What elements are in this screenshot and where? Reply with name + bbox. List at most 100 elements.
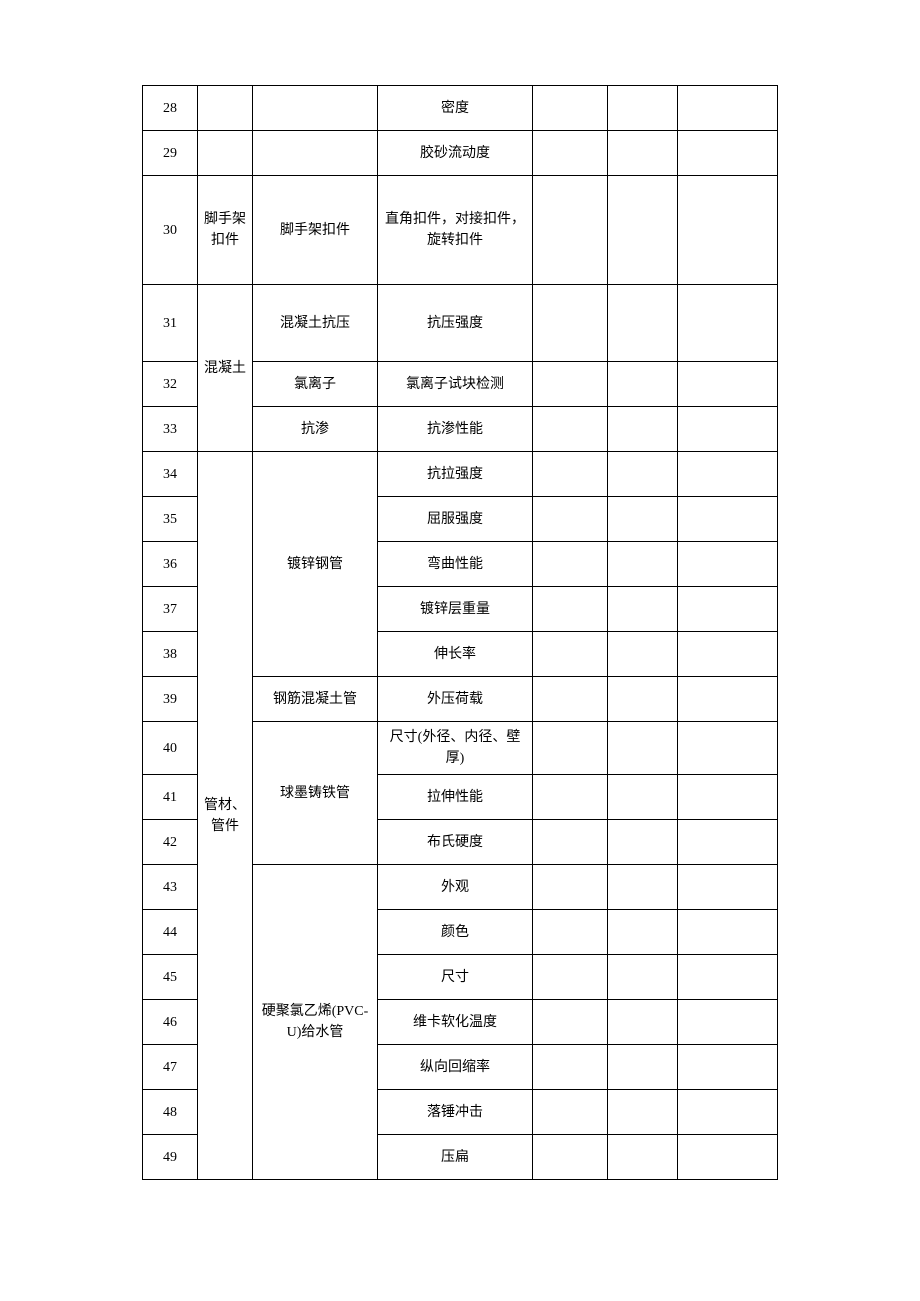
empty-cell — [608, 497, 678, 542]
parameter-cell: 布氏硬度 — [378, 820, 533, 865]
empty-cell — [533, 910, 608, 955]
row-index: 40 — [143, 722, 198, 775]
empty-cell — [608, 955, 678, 1000]
empty-cell — [678, 955, 778, 1000]
subcategory-cell: 球墨铸铁管 — [253, 722, 378, 865]
category-cell: 脚手架扣件 — [198, 176, 253, 285]
subcategory-cell — [253, 131, 378, 176]
empty-cell — [533, 632, 608, 677]
empty-cell — [533, 677, 608, 722]
row-index: 37 — [143, 587, 198, 632]
table-row: 29 胶砂流动度 — [143, 131, 778, 176]
empty-cell — [678, 865, 778, 910]
empty-cell — [608, 131, 678, 176]
empty-cell — [608, 1045, 678, 1090]
table-row: 31混凝土混凝土抗压抗压强度 — [143, 285, 778, 362]
parameter-cell: 压扁 — [378, 1135, 533, 1180]
empty-cell — [533, 587, 608, 632]
table-row: 30脚手架扣件脚手架扣件直角扣件，对接扣件，旋转扣件 — [143, 176, 778, 285]
empty-cell — [678, 407, 778, 452]
row-index: 47 — [143, 1045, 198, 1090]
empty-cell — [608, 407, 678, 452]
empty-cell — [533, 176, 608, 285]
row-index: 28 — [143, 86, 198, 131]
empty-cell — [678, 542, 778, 587]
empty-cell — [533, 407, 608, 452]
empty-cell — [533, 542, 608, 587]
row-index: 43 — [143, 865, 198, 910]
category-cell: 混凝土 — [198, 285, 253, 452]
row-index: 36 — [143, 542, 198, 587]
empty-cell — [533, 775, 608, 820]
parameter-cell: 弯曲性能 — [378, 542, 533, 587]
category-cell: 管材、管件 — [198, 452, 253, 1180]
empty-cell — [533, 1000, 608, 1045]
subcategory-cell: 抗渗 — [253, 407, 378, 452]
row-index: 30 — [143, 176, 198, 285]
empty-cell — [678, 1045, 778, 1090]
empty-cell — [533, 131, 608, 176]
empty-cell — [678, 176, 778, 285]
subcategory-cell: 脚手架扣件 — [253, 176, 378, 285]
empty-cell — [608, 910, 678, 955]
subcategory-cell: 镀锌钢管 — [253, 452, 378, 677]
parameter-cell: 颜色 — [378, 910, 533, 955]
empty-cell — [533, 1135, 608, 1180]
table-row: 34管材、管件镀锌钢管抗拉强度 — [143, 452, 778, 497]
empty-cell — [533, 362, 608, 407]
empty-cell — [608, 677, 678, 722]
parameter-cell: 胶砂流动度 — [378, 131, 533, 176]
row-index: 32 — [143, 362, 198, 407]
empty-cell — [533, 285, 608, 362]
empty-cell — [678, 632, 778, 677]
empty-cell — [608, 1090, 678, 1135]
parameter-cell: 外压荷载 — [378, 677, 533, 722]
category-cell — [198, 131, 253, 176]
empty-cell — [533, 1090, 608, 1135]
row-index: 42 — [143, 820, 198, 865]
parameter-cell: 密度 — [378, 86, 533, 131]
table-row: 28 密度 — [143, 86, 778, 131]
subcategory-cell — [253, 86, 378, 131]
empty-cell — [533, 865, 608, 910]
subcategory-cell: 硬聚氯乙烯(PVC-U)给水管 — [253, 865, 378, 1180]
empty-cell — [533, 497, 608, 542]
empty-cell — [608, 285, 678, 362]
empty-cell — [608, 176, 678, 285]
row-index: 41 — [143, 775, 198, 820]
empty-cell — [678, 910, 778, 955]
parameter-cell: 外观 — [378, 865, 533, 910]
empty-cell — [608, 1000, 678, 1045]
parameter-cell: 直角扣件，对接扣件，旋转扣件 — [378, 176, 533, 285]
empty-cell — [533, 452, 608, 497]
row-index: 38 — [143, 632, 198, 677]
empty-cell — [678, 722, 778, 775]
category-cell — [198, 86, 253, 131]
empty-cell — [533, 820, 608, 865]
parameter-cell: 维卡软化温度 — [378, 1000, 533, 1045]
empty-cell — [678, 775, 778, 820]
empty-cell — [608, 362, 678, 407]
row-index: 35 — [143, 497, 198, 542]
parameter-cell: 落锤冲击 — [378, 1090, 533, 1135]
row-index: 45 — [143, 955, 198, 1000]
empty-cell — [533, 722, 608, 775]
row-index: 31 — [143, 285, 198, 362]
empty-cell — [608, 587, 678, 632]
row-index: 48 — [143, 1090, 198, 1135]
empty-cell — [678, 131, 778, 176]
parameter-cell: 尺寸(外径、内径、壁厚) — [378, 722, 533, 775]
empty-cell — [608, 632, 678, 677]
empty-cell — [608, 775, 678, 820]
empty-cell — [678, 285, 778, 362]
empty-cell — [608, 86, 678, 131]
empty-cell — [608, 1135, 678, 1180]
parameter-cell: 尺寸 — [378, 955, 533, 1000]
parameter-cell: 抗拉强度 — [378, 452, 533, 497]
empty-cell — [608, 865, 678, 910]
row-index: 39 — [143, 677, 198, 722]
row-index: 34 — [143, 452, 198, 497]
row-index: 29 — [143, 131, 198, 176]
empty-cell — [678, 497, 778, 542]
empty-cell — [678, 362, 778, 407]
